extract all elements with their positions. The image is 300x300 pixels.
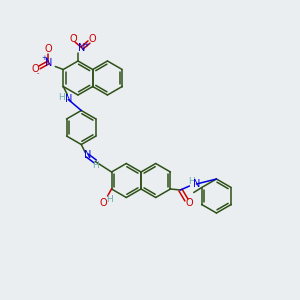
Text: N: N [193,179,200,189]
Text: O: O [88,34,96,44]
Text: -: - [75,32,77,38]
Text: -: - [37,70,40,76]
Text: H: H [106,196,113,205]
Text: H: H [58,93,65,102]
Text: O: O [186,198,193,208]
Text: +: + [41,56,47,62]
Text: N: N [64,94,72,104]
Text: N: N [84,151,91,160]
Text: O: O [100,198,107,208]
Text: O: O [44,44,52,55]
Text: N: N [45,58,52,68]
Text: N: N [78,43,86,53]
Text: +: + [83,42,89,48]
Text: H: H [188,178,195,187]
Text: H: H [92,161,99,170]
Text: O: O [69,34,77,44]
Text: O: O [32,64,39,74]
